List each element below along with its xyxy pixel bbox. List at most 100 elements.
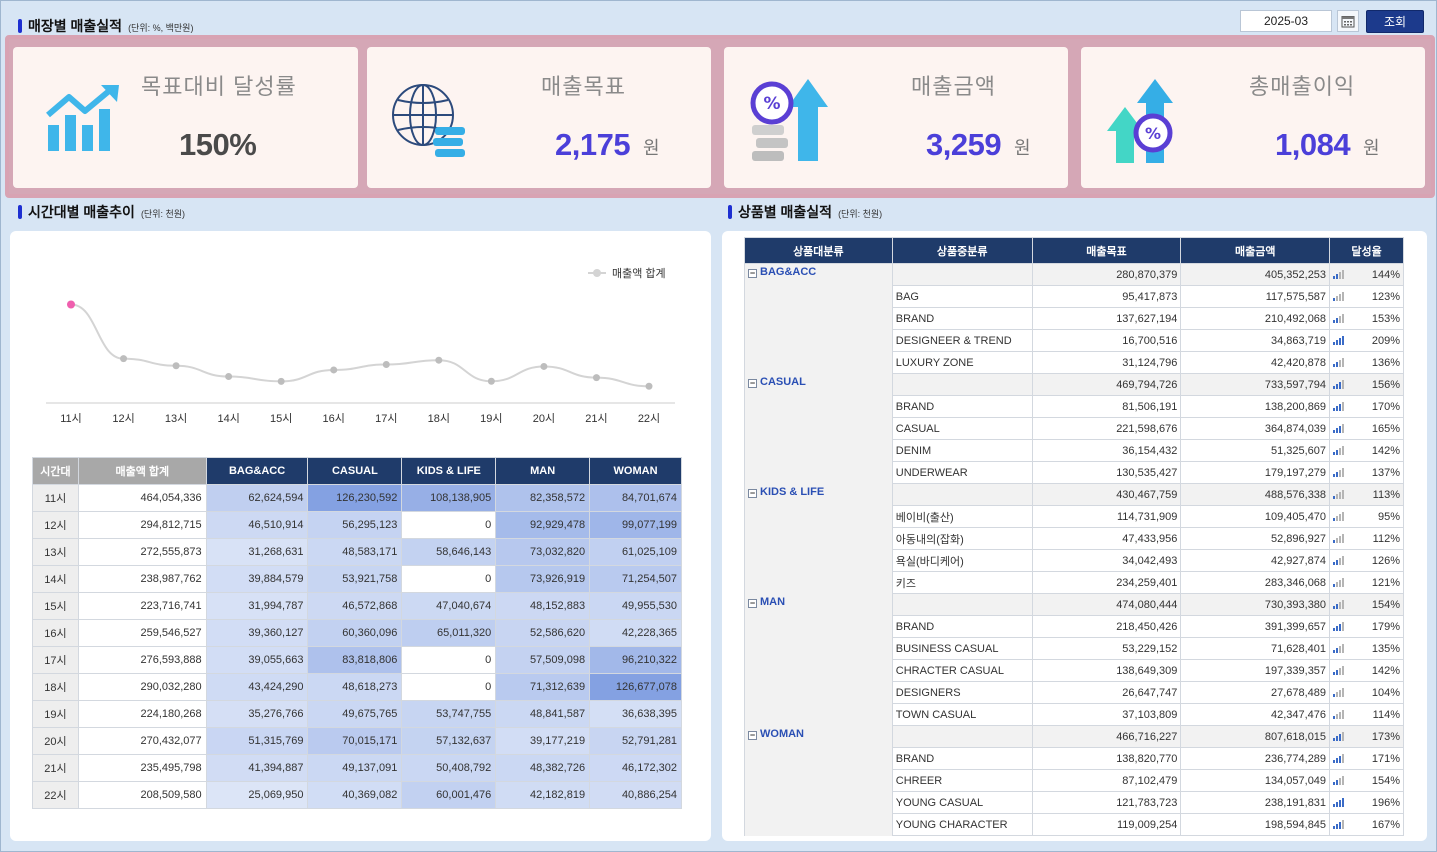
subcategory-row[interactable]: YOUNG CHARACTER 119,009,254 198,594,845 167… (745, 813, 1404, 836)
value-cell: 466,716,227 (1031, 725, 1182, 748)
column-header[interactable]: BAG&ACC (205, 457, 309, 485)
time-cell: 13시 (32, 538, 79, 566)
value-cell: 71,254,507 (589, 565, 682, 593)
table-row[interactable]: 17시 276,593,888 39,055,663 83,818,806 0 57,50… (32, 646, 682, 674)
value-cell: 49,955,530 (589, 592, 682, 620)
table-row[interactable]: 12시 294,812,715 46,510,914 56,295,123 0 92,92… (32, 511, 682, 539)
calendar-button[interactable] (1337, 10, 1359, 32)
subcategory-row[interactable]: 키즈 234,259,401 283,346,068 121% (745, 571, 1404, 594)
data-point[interactable] (592, 374, 600, 382)
table-row[interactable]: 14시 238,987,762 39,884,579 53,921,758 0 73,92… (32, 565, 682, 593)
search-button[interactable]: 조회 (1366, 10, 1424, 33)
column-header[interactable]: 상품대분류 (744, 237, 893, 264)
column-header[interactable]: 매출목표 (1031, 237, 1182, 264)
table-row[interactable]: 20시 270,432,077 51,315,769 70,015,171 57,132… (32, 727, 682, 755)
data-point[interactable] (225, 373, 233, 381)
subcategory-row[interactable]: YOUNG CASUAL 121,783,723 238,191,831 196% (745, 791, 1404, 814)
subcategory-row[interactable]: BRAND 81,506,191 138,200,869 170% (745, 395, 1404, 418)
category-label[interactable]: − KIDS & LIFE (744, 483, 893, 594)
rate-bars-icon (1333, 732, 1345, 741)
value-cell: 469,794,726 (1031, 373, 1182, 396)
subcategory-row[interactable]: BRAND 137,627,194 210,492,068 153% (745, 307, 1404, 330)
value-cell: 280,870,379 (1031, 263, 1182, 286)
kpi-unit: 원 (1363, 138, 1380, 158)
category-row[interactable]: − MAN 474,080,444 730,393,380 154% (744, 593, 1404, 726)
data-point[interactable] (172, 362, 180, 370)
table-row[interactable]: 13시 272,555,873 31,268,631 48,583,171 58,646… (32, 538, 682, 566)
time-cell: 14시 (32, 565, 79, 593)
value-cell: 60,001,476 (401, 781, 497, 809)
column-header[interactable]: 시간대 (32, 457, 79, 485)
data-point[interactable] (67, 300, 75, 309)
subcategory-row[interactable]: 베이비(출산) 114,731,909 109,405,470 95% (745, 505, 1404, 528)
value-cell: 134,057,049 (1180, 769, 1331, 792)
table-row[interactable]: 11시 464,054,336 62,624,594 126,230,592 108,1… (32, 484, 682, 512)
column-header[interactable]: WOMAN (589, 457, 682, 485)
subcategory-row[interactable]: 욕실(바디케어) 34,042,493 42,927,874 126% (745, 549, 1404, 572)
subcategory-row[interactable]: CHREER 87,102,479 134,057,049 154% (745, 769, 1404, 792)
category-label[interactable]: − WOMAN (744, 725, 893, 836)
rate-cell: 123% (1329, 285, 1404, 308)
category-row[interactable]: − KIDS & LIFE 430,467,759 488,576,338 113% (744, 483, 1404, 594)
value-cell: 138,649,309 (1031, 659, 1182, 682)
column-header[interactable]: CASUAL (307, 457, 403, 485)
table-row[interactable]: 15시 223,716,741 31,994,787 46,572,868 47,040… (32, 592, 682, 620)
time-panel: 매출액 합계 11시 12시 13시 14시 15시 16시 17시 18시 19시 20시 21시… (10, 231, 711, 841)
data-point[interactable] (487, 377, 495, 385)
subcategory-row[interactable]: DENIM 36,154,432 51,325,607 142% (745, 439, 1404, 462)
rate-cell: 144% (1329, 263, 1404, 286)
category-row[interactable]: − BAG&ACC 280,870,379 405,352,253 144% (744, 263, 1404, 374)
category-label[interactable]: − CASUAL (744, 373, 893, 484)
x-tick-label: 19시 (480, 413, 502, 425)
subcategory-row[interactable]: DESIGNERS 26,647,747 27,678,489 104% (745, 681, 1404, 704)
value-cell: 138,820,770 (1031, 747, 1182, 770)
subcategory-row[interactable]: UNDERWEAR 130,535,427 179,197,279 137% (745, 461, 1404, 484)
column-header[interactable]: 상품중분류 (891, 237, 1033, 264)
data-point[interactable] (382, 360, 390, 368)
value-cell: 50,408,792 (401, 754, 497, 782)
chart-legend[interactable]: 매출액 합계 (588, 265, 666, 281)
data-point[interactable] (435, 356, 443, 364)
collapse-icon[interactable]: − (748, 487, 757, 498)
subcategory-name: LUXURY ZONE (891, 351, 1033, 374)
table-row[interactable]: 21시 235,495,798 41,394,887 49,137,091 50,408… (32, 754, 682, 782)
column-header[interactable]: 매출액 합계 (77, 457, 207, 485)
total-cell: 208,509,580 (77, 781, 207, 809)
month-input[interactable]: 2025-03 (1240, 10, 1332, 32)
column-header[interactable]: 매출금액 (1180, 237, 1331, 264)
value-cell: 16,700,516 (1031, 329, 1182, 352)
data-point[interactable] (330, 366, 338, 374)
subcategory-row[interactable]: CASUAL 221,598,676 364,874,039 165% (745, 417, 1404, 440)
collapse-icon[interactable]: − (748, 268, 757, 278)
data-point[interactable] (277, 377, 285, 385)
category-name: CASUAL (760, 375, 806, 388)
category-label[interactable]: − MAN (744, 593, 893, 726)
table-row[interactable]: 19시 224,180,268 35,276,766 49,675,765 53,747… (32, 700, 682, 728)
table-row[interactable]: 18시 290,032,280 43,424,290 48,618,273 0 71,31… (32, 673, 682, 701)
data-point[interactable] (540, 362, 548, 370)
empty-cell (891, 373, 1033, 396)
table-row[interactable]: 16시 259,546,527 39,360,127 60,360,096 65,011… (32, 619, 682, 647)
category-row[interactable]: − WOMAN 466,716,227 807,618,015 173% (744, 725, 1404, 836)
subcategory-row[interactable]: DESIGNEER & TREND 16,700,516 34,863,719 209… (745, 329, 1404, 352)
value-cell: 238,191,831 (1180, 791, 1331, 814)
category-row[interactable]: − CASUAL 469,794,726 733,597,794 156% (744, 373, 1404, 484)
value-cell: 43,424,290 (205, 673, 309, 701)
hourly-sales-line-chart[interactable]: 11시 12시 13시 14시 15시 16시 17시 18시 19시 20시 21시 22시 (10, 231, 711, 436)
data-point[interactable] (120, 355, 128, 363)
column-header[interactable]: 달성율 (1329, 237, 1404, 264)
collapse-icon[interactable]: − (748, 597, 757, 608)
collapse-icon[interactable]: − (748, 377, 757, 388)
rate-cell: 126% (1329, 549, 1404, 572)
column-header[interactable]: MAN (495, 457, 591, 485)
collapse-icon[interactable]: − (748, 729, 757, 740)
category-label[interactable]: − BAG&ACC (744, 263, 893, 374)
rate-cell: 167% (1329, 813, 1404, 836)
column-header[interactable]: KIDS & LIFE (401, 457, 497, 485)
data-point[interactable] (645, 382, 653, 390)
rate-cell: 196% (1329, 791, 1404, 814)
subcategory-row[interactable]: TOWN CASUAL 37,103,809 42,347,476 114% (745, 703, 1404, 726)
value-cell: 109,405,470 (1180, 505, 1331, 528)
value-cell: 0 (401, 565, 497, 593)
table-row[interactable]: 22시 208,509,580 25,069,950 40,369,082 60,001… (32, 781, 682, 809)
